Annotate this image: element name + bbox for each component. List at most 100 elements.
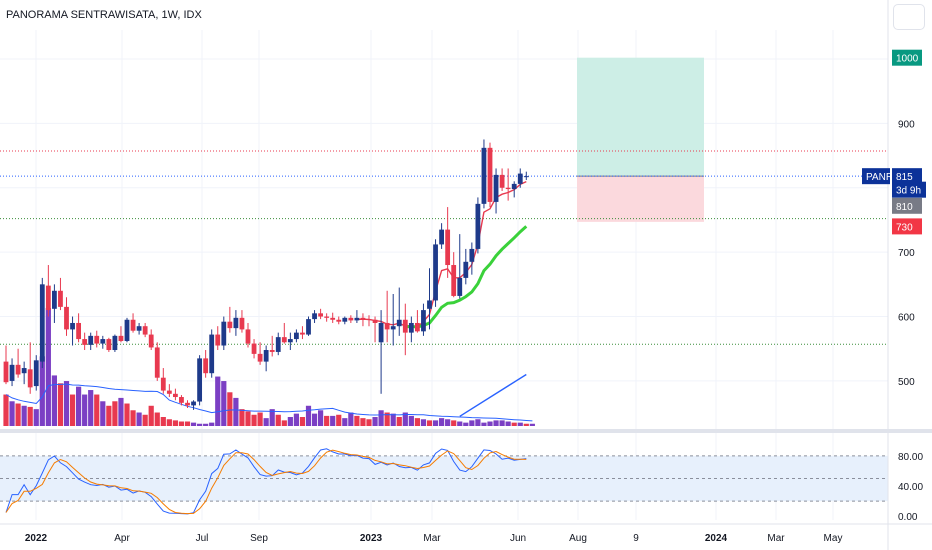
volume-bar bbox=[281, 420, 287, 426]
candle-body bbox=[233, 317, 239, 329]
candle-body bbox=[94, 335, 100, 344]
time-tick-label: 2023 bbox=[360, 533, 383, 544]
price-label-symbol: 815 bbox=[892, 168, 922, 185]
volume-bar bbox=[76, 386, 82, 426]
volume-bar bbox=[451, 420, 457, 426]
candle-body bbox=[312, 313, 317, 320]
volume-bar bbox=[209, 422, 215, 426]
volume-bar bbox=[372, 417, 378, 426]
candle-body bbox=[118, 335, 124, 342]
volume-bar bbox=[166, 419, 172, 426]
time-tick-label: Aug bbox=[569, 533, 587, 544]
volume-bar bbox=[190, 422, 197, 426]
volume-bar bbox=[505, 421, 511, 426]
volume-bar bbox=[414, 418, 420, 426]
candle-body bbox=[463, 261, 469, 278]
volume-bar bbox=[420, 419, 427, 426]
volume-bar bbox=[160, 417, 166, 426]
volume-bar bbox=[360, 418, 366, 426]
price-label-text: 730 bbox=[896, 222, 913, 233]
candle-body bbox=[221, 321, 227, 346]
candle-body bbox=[52, 290, 57, 309]
candle-body bbox=[433, 244, 438, 301]
volume-bar bbox=[100, 401, 106, 426]
candle-body bbox=[469, 248, 475, 262]
candle-body bbox=[366, 319, 372, 321]
volume-bar bbox=[475, 419, 481, 426]
candle-body bbox=[154, 347, 160, 378]
stoch-k-line bbox=[5, 448, 527, 515]
time-tick-label: Apr bbox=[114, 533, 130, 544]
volume-bar bbox=[469, 420, 475, 426]
volume-bar bbox=[499, 420, 505, 426]
volume-bar bbox=[27, 406, 33, 426]
trend-line bbox=[459, 373, 527, 417]
volume-bar bbox=[324, 415, 330, 426]
candle-body bbox=[106, 339, 112, 351]
volume-bar bbox=[203, 423, 209, 426]
volume-bar bbox=[432, 420, 439, 426]
candle-body bbox=[281, 337, 287, 343]
candle-body bbox=[9, 364, 15, 381]
candle-body bbox=[76, 322, 81, 340]
candle-body bbox=[257, 353, 263, 362]
candle-body bbox=[3, 361, 9, 383]
candle-body bbox=[378, 322, 384, 343]
candle-body bbox=[457, 277, 463, 296]
candle-body bbox=[354, 317, 360, 321]
candle-body bbox=[439, 229, 444, 245]
stoch-d-line bbox=[5, 449, 527, 515]
candle-body bbox=[203, 358, 209, 374]
volume-bar bbox=[293, 413, 299, 426]
volume-bar bbox=[529, 423, 535, 426]
volume-bar bbox=[94, 394, 100, 426]
volume-bar bbox=[348, 412, 354, 426]
price-label-symbol: 3d 9h bbox=[892, 181, 926, 198]
candle-body bbox=[245, 329, 251, 344]
volume-bar bbox=[287, 417, 293, 426]
volume-bar bbox=[269, 409, 275, 426]
chart-settings-button[interactable] bbox=[893, 4, 925, 30]
volume-bar bbox=[330, 415, 336, 426]
candle-body bbox=[287, 339, 293, 343]
candle-body bbox=[227, 321, 233, 329]
chart-title: PANORAMA SENTRAWISATA, 1W, IDX bbox=[6, 9, 202, 21]
volume-bar bbox=[172, 420, 178, 426]
volume-bar bbox=[457, 421, 463, 426]
candle-body bbox=[421, 310, 426, 332]
candle-body bbox=[142, 326, 148, 335]
candle-body bbox=[21, 368, 27, 374]
candle-body bbox=[505, 187, 511, 190]
candle-body bbox=[499, 174, 505, 188]
candle-body bbox=[275, 337, 281, 352]
candle-body bbox=[58, 290, 63, 307]
candle-body bbox=[215, 334, 221, 346]
volume-bar bbox=[445, 419, 451, 426]
volume-bar bbox=[3, 394, 9, 426]
volume-bar bbox=[51, 375, 57, 426]
candle-body bbox=[130, 319, 136, 331]
volume-bar bbox=[63, 381, 70, 426]
volume-bar bbox=[305, 405, 312, 426]
volume-bar bbox=[221, 381, 227, 426]
candle-body bbox=[88, 335, 94, 345]
candle-body bbox=[330, 317, 336, 320]
candle-body bbox=[160, 377, 166, 391]
volume-bar bbox=[215, 376, 221, 426]
candle-body bbox=[415, 322, 420, 332]
candle-body bbox=[348, 317, 354, 321]
price-label-prev: 810 bbox=[892, 197, 922, 214]
price-tick-label: 600 bbox=[898, 313, 915, 324]
volume-bar bbox=[523, 423, 529, 426]
candle-body bbox=[493, 174, 499, 202]
candle-body bbox=[360, 317, 366, 320]
candle-body bbox=[64, 306, 69, 330]
candle-body bbox=[523, 176, 529, 178]
price-label-text: 810 bbox=[896, 202, 913, 213]
candle-body bbox=[197, 358, 202, 402]
candle-body bbox=[39, 284, 45, 362]
price-label-text: 1000 bbox=[896, 54, 919, 65]
candle-body bbox=[33, 360, 39, 387]
time-tick-label: Jul bbox=[196, 533, 209, 544]
